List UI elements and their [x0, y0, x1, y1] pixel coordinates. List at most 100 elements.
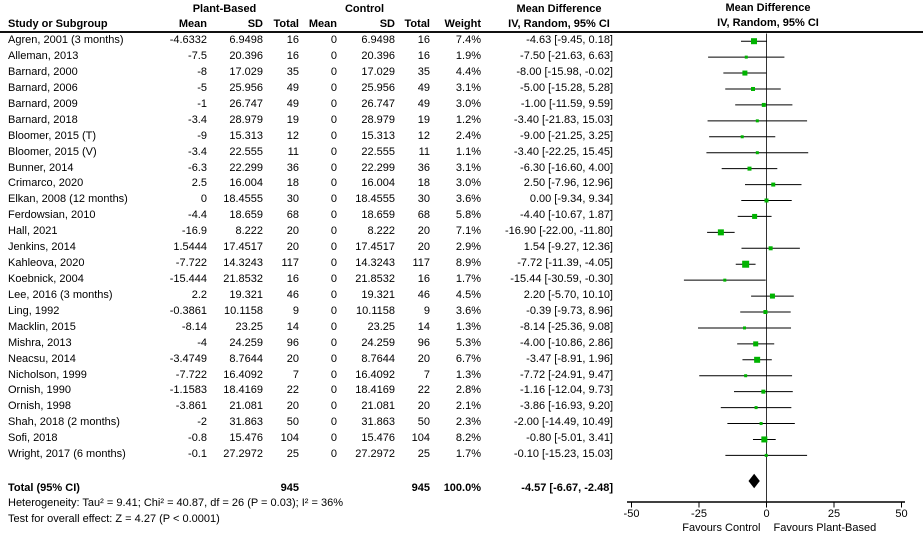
- study-row: Sofi, 2018 -0.8 15.476 104 0 15.476 104 8.2% -0.…: [0, 431, 613, 447]
- study-row: Ornish, 1998 -3.861 21.081 20 0 21.081 20 2.1% -…: [0, 399, 613, 415]
- c-sd: 21.081: [361, 400, 395, 413]
- study-name: Agren, 2001 (3 months): [8, 34, 124, 47]
- effect-square: [764, 453, 768, 457]
- md-ci-text: -4.00 [-10.86, 2.86]: [520, 336, 613, 349]
- study-row: Barnard, 2000 -8 17.029 35 0 17.029 35 4.4% -8.0…: [0, 65, 613, 81]
- c-total: 104: [411, 432, 430, 445]
- c-total: 16: [417, 34, 430, 47]
- spacer: [0, 2, 150, 17]
- weight: 3.1%: [455, 161, 481, 174]
- tick-label: -50: [624, 508, 640, 520]
- study-name: Koebnick, 2004: [8, 273, 84, 286]
- effect-square: [761, 389, 766, 394]
- c-sd: 27.2972: [355, 448, 395, 461]
- pb-total: 117: [281, 257, 299, 270]
- effect-square: [751, 86, 755, 91]
- weight: 5.8%: [455, 209, 481, 222]
- pb-total: 20: [286, 400, 299, 413]
- weight: 3.6%: [455, 193, 481, 206]
- effect-square: [740, 135, 744, 139]
- pb-total: 19: [286, 113, 299, 126]
- spacer: [299, 480, 337, 496]
- pb-total: 16: [286, 34, 299, 47]
- pb-mean: -8: [197, 66, 207, 79]
- study-name: Mishra, 2013: [8, 336, 72, 349]
- pb-mean: -7.722: [175, 257, 207, 270]
- study-row: Lee, 2016 (3 months) 2.2 19.321 46 0 19.321 46…: [0, 288, 613, 304]
- c-sd: 6.9498: [361, 34, 395, 47]
- weight: 2.1%: [455, 400, 481, 413]
- pb-sd: 18.4169: [223, 384, 263, 397]
- weight: 4.4%: [455, 66, 481, 79]
- tick-label: -25: [691, 508, 707, 520]
- c-total: 36: [417, 161, 430, 174]
- c-mean: 0: [330, 34, 337, 47]
- md-ci-text: -6.30 [-16.60, 4.00]: [520, 161, 613, 174]
- col-header-c-total: Total: [404, 18, 430, 30]
- spacer: [150, 480, 207, 496]
- c-mean: 0: [330, 368, 337, 381]
- study-row: Agren, 2001 (3 months) -4.6332 6.9498 16 0 6.…: [0, 33, 613, 49]
- c-mean: 0: [330, 352, 337, 365]
- effect-square: [769, 293, 775, 299]
- favours-control-label: Favours Control: [682, 522, 760, 534]
- weight: 8.2%: [455, 432, 481, 445]
- pb-total: 96: [286, 336, 299, 349]
- md-ci-text: -4.63 [-9.45, 0.18]: [526, 34, 613, 47]
- md-ci-text: -7.72 [-24.91, 9.47]: [520, 368, 613, 381]
- effect-square: [753, 341, 759, 347]
- total-pb-n: 945: [280, 482, 299, 494]
- effect-square: [744, 374, 748, 378]
- pb-sd: 14.3243: [223, 257, 263, 270]
- study-name: Neacsu, 2014: [8, 352, 76, 365]
- column-header-row: Study or Subgroup Mean SD Total Mean SD …: [0, 17, 613, 32]
- study-row: Ferdowsian, 2010 -4.4 18.659 68 0 18.659 68 5.8…: [0, 208, 613, 224]
- study-row: Hall, 2021 -16.9 8.222 20 0 8.222 20 7.1% -16.90…: [0, 224, 613, 240]
- pb-total: 16: [286, 273, 299, 286]
- pb-sd: 27.2972: [223, 448, 263, 461]
- c-sd: 28.979: [361, 113, 395, 126]
- effect-square: [742, 260, 750, 268]
- pb-total: 50: [286, 416, 299, 429]
- forest-plot-svg: -50 -25 0 25 50 Favours Control Favours Plant-…: [624, 33, 908, 534]
- col-header-c-mean: Mean: [308, 18, 337, 30]
- md-ci-text: -3.86 [-16.93, 9.20]: [520, 400, 613, 413]
- md-ci-text: 2.50 [-7.96, 12.96]: [523, 177, 613, 190]
- pb-sd: 20.396: [229, 50, 263, 63]
- study-name: Wright, 2017 (6 months): [8, 448, 126, 461]
- md-ci-text: 2.20 [-5.70, 10.10]: [523, 288, 613, 301]
- c-mean: 0: [330, 384, 337, 397]
- pb-sd: 28.979: [229, 113, 263, 126]
- pb-mean: 1.5444: [173, 241, 207, 254]
- total-row: Total (95% CI) 945 945 100.0% -4.57 [-6.…: [0, 480, 613, 496]
- pb-mean: 0: [200, 193, 207, 206]
- effect-square: [755, 151, 759, 155]
- pb-total: 20: [286, 225, 299, 238]
- pb-sd: 24.259: [229, 336, 263, 349]
- c-sd: 15.313: [361, 129, 395, 142]
- col-header-weight: Weight: [444, 18, 481, 30]
- c-total: 20: [417, 352, 430, 365]
- c-sd: 19.321: [361, 288, 395, 301]
- md-ci-text: -1.00 [-11.59, 9.59]: [520, 97, 613, 110]
- c-mean: 0: [330, 113, 337, 126]
- study-row: Bunner, 2014 -6.3 22.299 36 0 22.299 36 3.1% -6.…: [0, 161, 613, 177]
- total-md-ci-text: -4.57 [-6.67, -2.48]: [521, 482, 613, 494]
- pb-sd: 25.956: [229, 81, 263, 94]
- c-sd: 16.004: [361, 177, 395, 190]
- md-ci-text: -1.16 [-12.04, 9.73]: [520, 384, 613, 397]
- c-total: 20: [417, 225, 430, 238]
- pb-sd: 8.222: [235, 225, 263, 238]
- study-name: Ferdowsian, 2010: [8, 209, 96, 222]
- study-row: Ling, 1992 -0.3861 10.1158 9 0 10.1158 9 3.6% -0…: [0, 304, 613, 320]
- study-name: Alleman, 2013: [8, 50, 79, 63]
- pb-total: 18: [286, 177, 299, 190]
- tick-label: 50: [895, 508, 907, 520]
- c-total: 16: [417, 50, 430, 63]
- c-sd: 26.747: [361, 97, 395, 110]
- c-total: 20: [417, 400, 430, 413]
- pb-mean: -4.4: [188, 209, 207, 222]
- pb-sd: 15.313: [229, 129, 263, 142]
- pb-total: 12: [286, 129, 299, 142]
- study-name: Nicholson, 1999: [8, 368, 87, 381]
